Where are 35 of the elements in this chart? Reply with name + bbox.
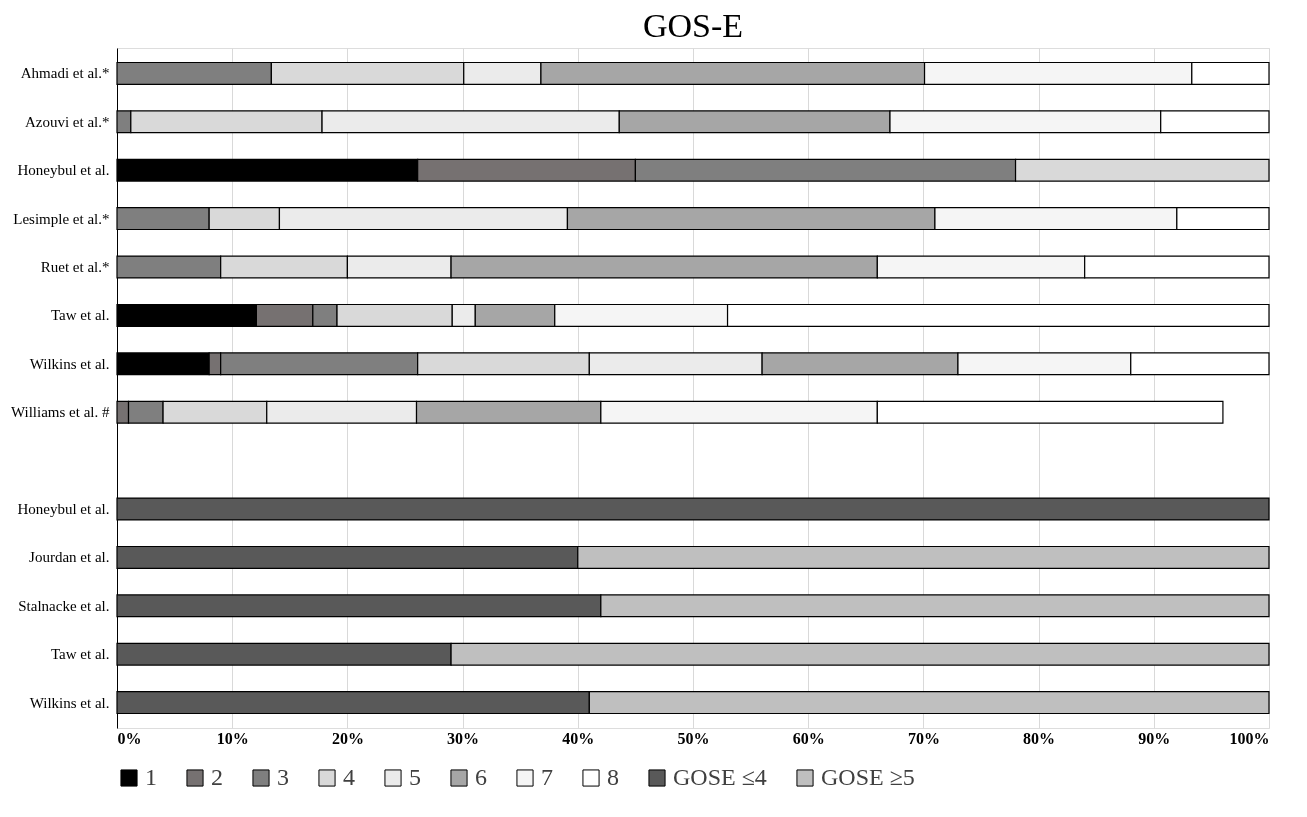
legend-label: 6 xyxy=(475,764,487,790)
x-tick-label: 60% xyxy=(792,729,825,747)
y-tick-label: Wilkins et al. xyxy=(29,355,110,372)
x-tick-label: 50% xyxy=(677,729,710,747)
y-tick-label: Taw et al. xyxy=(50,307,110,324)
legend-label: 2 xyxy=(211,764,223,790)
x-tick-label: 100% xyxy=(1229,729,1270,747)
y-tick-label: Taw et al. xyxy=(50,646,110,663)
y-tick-label: Azouvi et al.* xyxy=(24,113,110,130)
y-tick-label: Wilkins et al. xyxy=(29,694,110,711)
y-tick-label: Ruet et al.* xyxy=(40,259,110,275)
x-tick-label: 0% xyxy=(117,729,142,747)
y-tick-label: Honeybul et al. xyxy=(17,501,110,517)
x-tick-label: 40% xyxy=(562,729,595,747)
legend-label: 7 xyxy=(541,764,553,790)
legend-label: GOSE ≥5 xyxy=(821,764,915,790)
legend-label: GOSE ≤4 xyxy=(673,764,767,790)
y-tick-label: Jourdan et al. xyxy=(29,549,110,566)
x-tick-label: 30% xyxy=(447,729,480,747)
y-tick-label: Stalnacke et al. xyxy=(18,597,110,614)
x-tick-label: 10% xyxy=(216,729,249,747)
legend-label: 3 xyxy=(277,764,289,790)
y-tick-label: Williams et al. # xyxy=(10,404,110,421)
x-tick-label: 20% xyxy=(331,729,364,747)
legend-label: 4 xyxy=(343,764,355,790)
x-tick-label: 80% xyxy=(1023,729,1056,747)
y-tick-label: Ahmadi et al.* xyxy=(20,65,110,82)
x-tick-label: 70% xyxy=(907,729,940,747)
legend-label: 1 xyxy=(145,764,157,790)
y-tick-label: Lesimple et al.* xyxy=(13,210,110,227)
legend-label: 5 xyxy=(409,764,421,790)
y-tick-label: Honeybul et al. xyxy=(17,162,110,179)
legend-label: 8 xyxy=(607,764,619,790)
chart-title: GOS-E xyxy=(642,7,744,44)
x-tick-label: 90% xyxy=(1138,729,1171,747)
